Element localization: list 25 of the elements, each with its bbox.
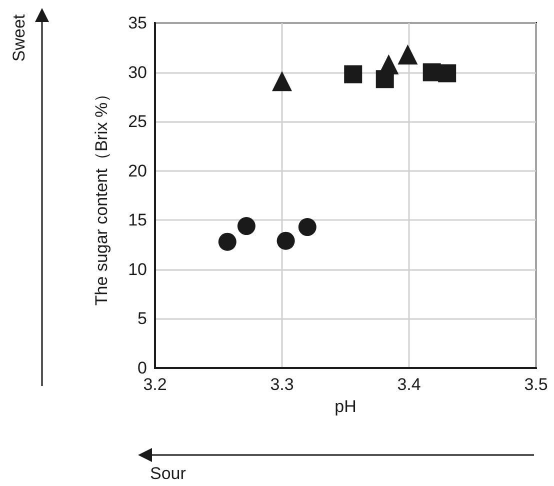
x-tick-label: 3.4 [397,375,421,394]
y-tick-label: 5 [138,309,147,328]
point [272,71,292,92]
y-tick-label: 25 [128,112,147,132]
y-tick-label: 35 [128,14,147,32]
point [398,44,418,65]
y-axis-title: The sugar content（Brix %） [92,85,111,306]
point [344,65,362,84]
x-tick-label: 3.5 [524,375,548,394]
text: Sour [150,464,186,484]
point [218,232,236,251]
point [276,232,295,250]
y-tick-label: 0 [138,358,147,378]
y-tick-label: 30 [128,62,147,82]
point [237,217,256,236]
x-tick-label: 3.2 [143,375,167,394]
point [438,64,456,82]
x-axis-title: pH [334,397,356,416]
y-tick-label: 15 [128,210,147,230]
point [298,218,316,236]
y-tick-label: 20 [128,161,147,180]
y-tick-label: 10 [128,260,147,279]
text: Sweet [10,14,30,62]
point [376,70,394,88]
x-tick-label: 3.3 [270,375,294,394]
